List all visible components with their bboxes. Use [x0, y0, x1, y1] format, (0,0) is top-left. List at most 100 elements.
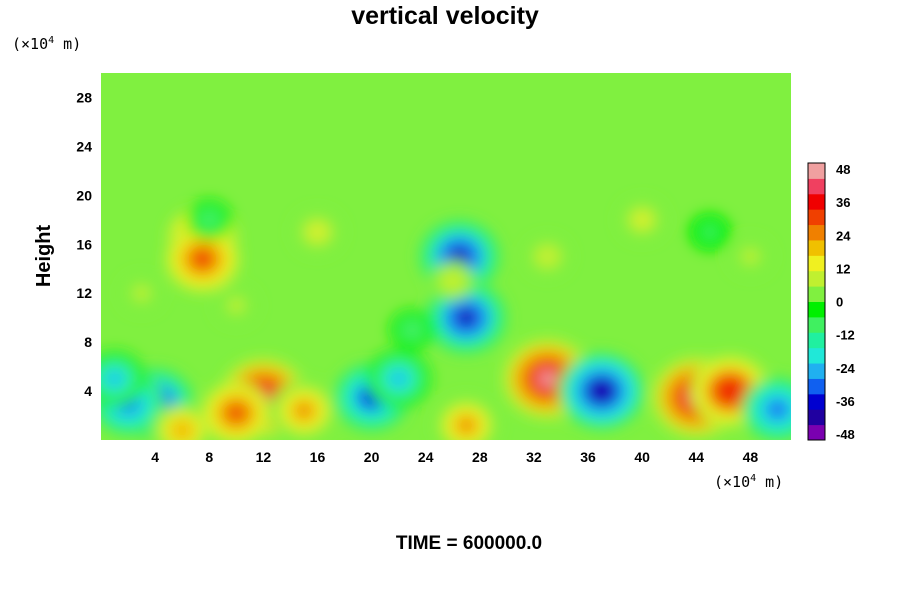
contour-level — [204, 215, 214, 224]
y-tick-label: 16 — [76, 236, 92, 252]
contour-feature — [688, 212, 732, 252]
x-tick-label: 20 — [364, 449, 380, 465]
x-tick-label: 12 — [256, 449, 272, 465]
contour-feature — [186, 199, 232, 241]
contour-feature — [430, 260, 476, 302]
colorbar-segment — [808, 332, 825, 349]
contour-level — [312, 227, 323, 237]
contour-feature — [270, 380, 338, 440]
colorbar-tick-label: -36 — [836, 394, 855, 409]
colorbar-tick-label: -12 — [836, 328, 855, 343]
contour-feature — [101, 350, 146, 407]
x-tick-label: 8 — [205, 449, 213, 465]
colorbar-segment — [808, 378, 825, 395]
colorbar-tick-label: 36 — [836, 195, 850, 210]
colorbar-segment — [808, 239, 825, 256]
contour-feature — [741, 376, 791, 440]
colorbar-segment — [808, 316, 825, 333]
colorbar-segment — [808, 347, 825, 364]
time-label: TIME = 600000.0 — [396, 533, 542, 554]
colorbar: 48 36 24 12 0 -12 -24 -36 -48 — [807, 162, 856, 442]
y-tick-label: 20 — [76, 187, 92, 203]
contour-level — [770, 402, 785, 416]
colorbar-tick-label: 24 — [836, 228, 851, 243]
contour-level — [392, 372, 406, 385]
contour-feature — [120, 274, 163, 313]
colorbar-segment — [808, 301, 825, 318]
y-axis-label: Height — [33, 225, 55, 288]
y-ticks: 4 8 12 16 20 24 28 — [76, 89, 92, 399]
contour-level — [459, 419, 473, 432]
colorbar-segment — [808, 193, 825, 210]
x-tick-label: 16 — [310, 449, 326, 465]
colorbar-tick-label: 0 — [836, 295, 843, 310]
x-tick-label: 48 — [743, 449, 759, 465]
x-axis-unit: (×104 m) — [714, 473, 783, 491]
x-tick-label: 36 — [580, 449, 596, 465]
colorbar-segment — [808, 286, 825, 302]
chart-title: vertical velocity — [351, 2, 539, 30]
colorbar-segment — [808, 255, 825, 272]
y-tick-label: 24 — [76, 138, 92, 154]
y-tick-label: 4 — [84, 383, 92, 399]
contour-feature — [292, 209, 343, 255]
contour-feature — [201, 381, 272, 440]
x-tick-label: 44 — [689, 449, 705, 465]
contour-level — [108, 373, 121, 385]
colorbar-segment — [808, 178, 825, 195]
contour-level — [538, 370, 557, 387]
contour-feature — [389, 309, 435, 351]
contour-fields — [101, 198, 791, 440]
x-tick-label: 40 — [634, 449, 650, 465]
contour-level — [137, 289, 146, 298]
contour-level — [195, 252, 210, 266]
contour-level — [722, 383, 739, 399]
contour-feature — [618, 198, 666, 242]
colorbar-frame — [807, 162, 826, 441]
y-tick-label: 12 — [76, 285, 92, 301]
contour-level — [232, 301, 241, 310]
colorbar-segment — [808, 424, 825, 441]
colorbar-tick-label: -48 — [836, 427, 855, 442]
colorbar-segment — [808, 224, 825, 241]
colorbar-segment — [808, 270, 825, 287]
contour-level — [229, 406, 244, 420]
x-ticks: 4 8 12 16 20 24 28 32 36 40 44 48 — [151, 449, 758, 465]
contour-feature — [152, 403, 213, 440]
contour-feature — [525, 236, 570, 277]
colorbar-segment — [808, 163, 825, 179]
contour-feature — [366, 349, 432, 409]
contour-level — [637, 215, 647, 225]
x-tick-label: 24 — [418, 449, 434, 465]
contour-level — [746, 252, 755, 261]
x-tick-label: 4 — [151, 449, 159, 465]
x-tick-label: 28 — [472, 449, 488, 465]
contour-level — [705, 228, 715, 237]
colorbar-tick-label: 12 — [836, 261, 850, 276]
colorbar-segment — [808, 393, 825, 410]
plot-area — [101, 73, 791, 440]
contour-level — [407, 325, 417, 334]
contour-level — [458, 310, 475, 326]
contour-level — [176, 424, 189, 436]
contour-feature — [165, 225, 240, 293]
colorbar-segment — [808, 409, 825, 426]
contour-level — [448, 276, 458, 286]
y-tick-label: 28 — [76, 89, 92, 105]
contour-level — [542, 252, 552, 261]
contour-feature — [215, 286, 258, 325]
contour-feature — [558, 351, 646, 431]
contour-level — [297, 404, 311, 417]
contour-feature — [729, 237, 772, 276]
contour-feature — [433, 396, 499, 440]
colorbar-tick-label: -24 — [836, 361, 856, 376]
colorbar-segment — [808, 363, 825, 379]
y-axis-unit: (×104 m) — [12, 35, 81, 53]
contour-level — [451, 249, 468, 264]
y-tick-label: 8 — [84, 334, 92, 350]
contour-level — [592, 383, 611, 399]
colorbar-tick-label: 48 — [836, 162, 850, 177]
x-tick-label: 32 — [526, 449, 542, 465]
colorbar-segment — [808, 209, 825, 226]
